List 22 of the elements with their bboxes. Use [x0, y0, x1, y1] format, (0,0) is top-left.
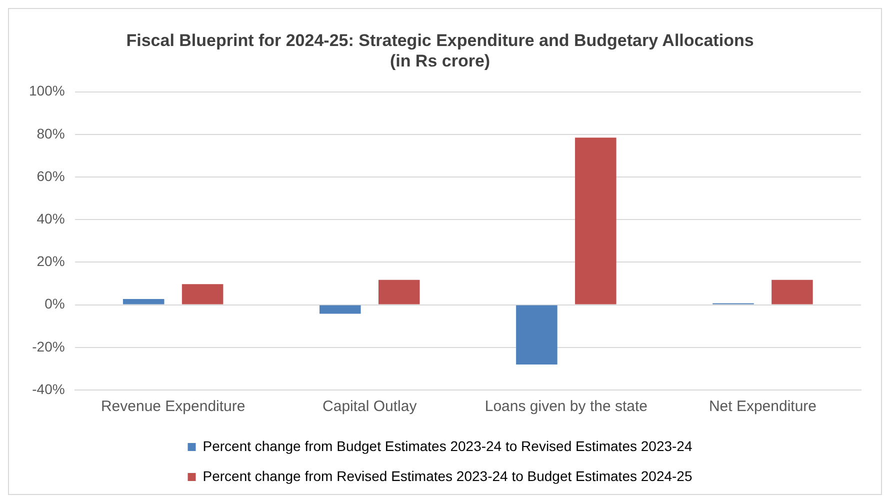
y-tick-label: 80%	[36, 125, 65, 142]
y-tick-label: 20%	[36, 253, 65, 270]
x-tick-label: Net Expenditure	[708, 398, 817, 416]
x-tick-label: Capital Outlay	[322, 398, 418, 416]
bar	[516, 305, 558, 364]
y-tick-label: 0%	[44, 296, 65, 312]
x-tick-label: Loans given by the state	[484, 398, 648, 416]
bar	[182, 284, 224, 304]
bar	[378, 280, 420, 304]
y-tick-label: 40%	[36, 210, 65, 226]
y-tick-label: 60%	[36, 168, 65, 184]
bar	[320, 305, 361, 314]
y-tick-label: -20%	[32, 338, 65, 354]
bar	[772, 280, 813, 304]
chart-title: Fiscal Blueprint for 2024-25: Strategic Expenditure and Budgetary Allocations (in Rs crore)	[126, 30, 754, 70]
legend-label: Percent change from Revised Estimates 2023-24 to Budget Estimates 2024-25	[202, 468, 692, 484]
y-tick-label: 100%	[28, 82, 65, 99]
y-tick-label: -40%	[32, 380, 65, 397]
bar	[575, 138, 616, 304]
legend-label: Percent change from Budget Estimates 2023-24 to Revised Estimates 2023-24	[202, 438, 692, 454]
x-tick-label: Revenue Expenditure	[100, 398, 246, 416]
bar	[122, 299, 164, 304]
